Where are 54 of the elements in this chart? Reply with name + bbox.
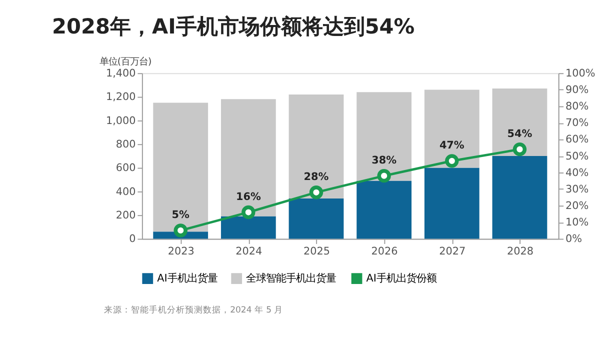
x-tick-label: 2026 bbox=[371, 245, 398, 258]
bar bbox=[356, 180, 412, 239]
point bbox=[512, 142, 527, 156]
bar bbox=[220, 99, 276, 216]
y2-tick-label: 40% bbox=[565, 166, 589, 179]
bar bbox=[356, 92, 412, 181]
y2-tick-label: 0% bbox=[565, 233, 582, 246]
y-tick-label: 200 bbox=[116, 209, 136, 222]
data-label: 16% bbox=[236, 190, 262, 203]
y2-tick-label: 50% bbox=[565, 150, 589, 162]
x-tick-label: 2028 bbox=[506, 245, 534, 258]
bar bbox=[424, 168, 480, 239]
bar bbox=[492, 88, 548, 156]
point bbox=[242, 205, 256, 220]
y-tick-label: 1,200 bbox=[106, 91, 136, 104]
y-tick-label: 400 bbox=[116, 186, 136, 198]
x-tick-label: 2024 bbox=[236, 245, 263, 258]
data-label: 47% bbox=[439, 140, 465, 152]
y-tick-label: 1,400 bbox=[106, 67, 136, 80]
point bbox=[174, 224, 188, 238]
y2-tick-label: 80% bbox=[565, 100, 589, 113]
point bbox=[309, 186, 324, 200]
y-tick-label: 800 bbox=[116, 138, 136, 150]
bar bbox=[288, 94, 344, 199]
y-tick-label: 600 bbox=[116, 162, 136, 174]
data-label: 38% bbox=[372, 154, 398, 167]
y-axis-title: 单位(百万台) bbox=[99, 56, 152, 68]
y2-tick-label: 60% bbox=[565, 134, 589, 146]
bar bbox=[288, 198, 344, 239]
y2-tick-label: 30% bbox=[565, 183, 589, 196]
x-tick-label: 2027 bbox=[439, 245, 466, 258]
x-tick-label: 2023 bbox=[168, 245, 194, 258]
data-label: 28% bbox=[304, 171, 330, 184]
legend-label: AI手机出货份额 bbox=[366, 272, 436, 284]
bar bbox=[153, 102, 208, 232]
y-tick-label: 0 bbox=[129, 233, 136, 246]
bar bbox=[492, 156, 548, 239]
data-label: 54% bbox=[507, 128, 533, 140]
bar bbox=[424, 90, 480, 168]
bar bbox=[220, 216, 276, 239]
y2-tick-label: 100% bbox=[565, 67, 596, 80]
y2-tick-label: 70% bbox=[565, 117, 589, 130]
legend-label: 全球智能手机出货量 bbox=[246, 272, 336, 284]
chart-title: 2028年，AI手机市场份额将达到54% bbox=[52, 14, 415, 38]
point bbox=[445, 154, 459, 168]
x-tick-label: 2025 bbox=[303, 245, 330, 258]
y2-tick-label: 10% bbox=[565, 216, 589, 229]
source-note: 来源：智能手机分析预测数据，2024 年 5 月 bbox=[104, 304, 284, 316]
y2-tick-label: 90% bbox=[565, 84, 589, 96]
y2-tick-label: 20% bbox=[565, 200, 589, 212]
point bbox=[377, 168, 391, 183]
y-tick-label: 1,000 bbox=[106, 114, 136, 127]
data-label: 5% bbox=[172, 209, 190, 222]
legend-label: AI手机出货量 bbox=[157, 272, 218, 284]
